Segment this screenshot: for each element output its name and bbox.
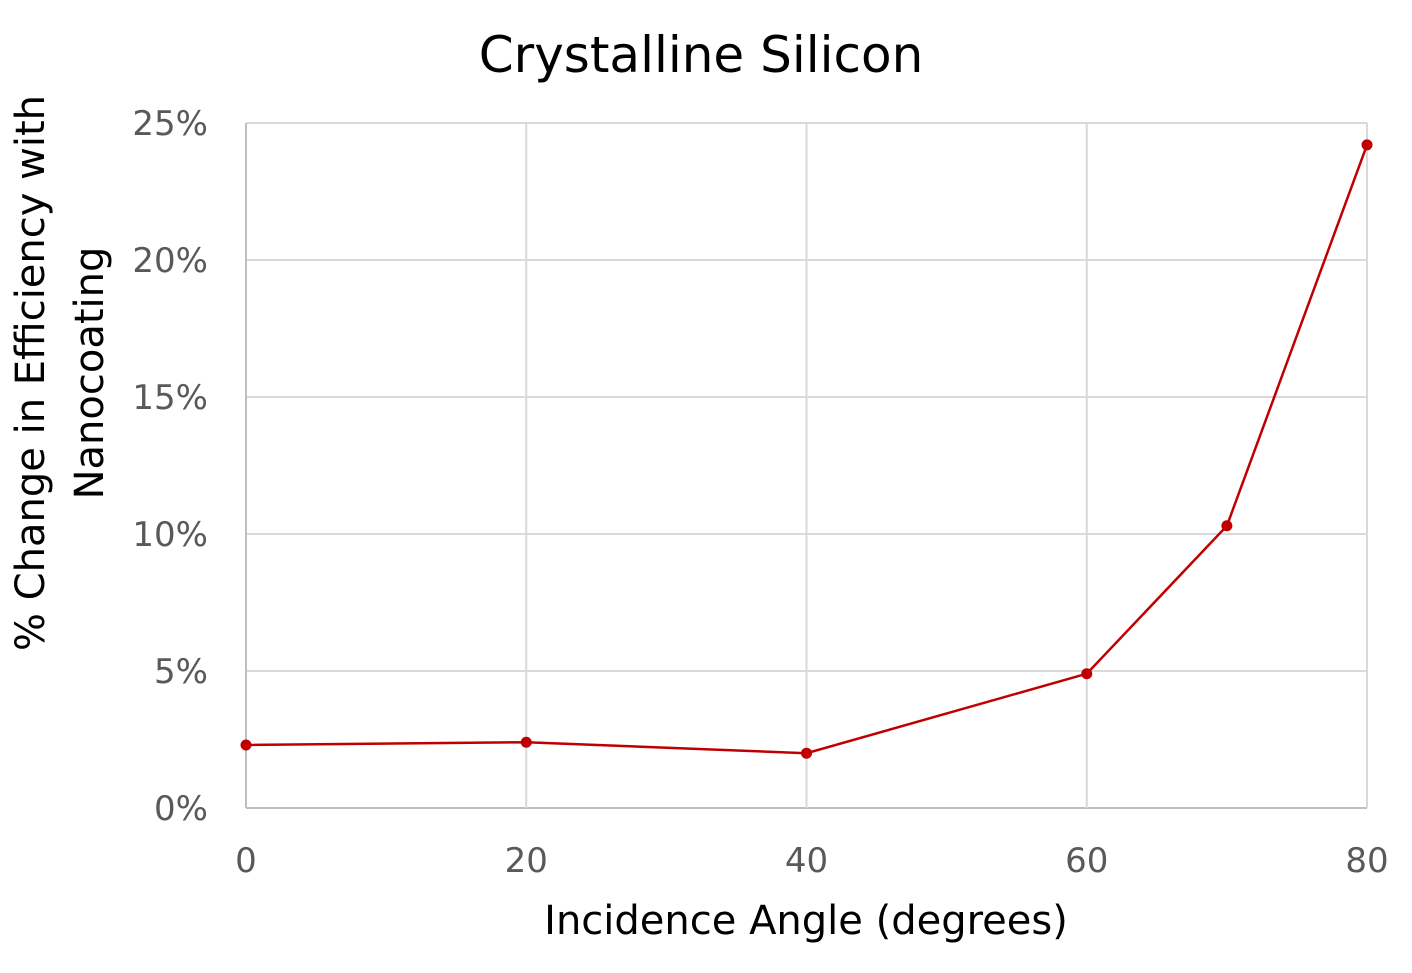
x-tick-label: 0 xyxy=(235,841,257,881)
data-point xyxy=(1361,139,1373,151)
y-tick-label: 15% xyxy=(132,378,208,418)
y-tick-labels: 0% 5% 10% 15% 20% 25% xyxy=(132,104,208,829)
y-axis-label-line1: % Change in Efficiency with xyxy=(8,95,54,651)
x-tick-label: 40 xyxy=(785,841,828,881)
x-tick-label: 60 xyxy=(1065,841,1108,881)
chart-title: Crystalline Silicon xyxy=(479,26,924,84)
series-group xyxy=(240,139,1373,759)
y-axis-label: % Change in Efficiency with Nanocoating xyxy=(8,95,113,651)
y-tick-label: 20% xyxy=(132,241,208,281)
data-point xyxy=(801,747,812,759)
data-point xyxy=(1081,668,1093,680)
data-point xyxy=(240,739,252,751)
data-point xyxy=(1221,520,1233,532)
x-tick-label: 20 xyxy=(505,841,548,881)
series-line xyxy=(245,144,1369,755)
y-tick-label: 25% xyxy=(132,104,208,144)
y-tick-label: 0% xyxy=(154,789,208,829)
y-tick-label: 10% xyxy=(132,515,208,555)
x-axis-label: Incidence Angle (degrees) xyxy=(544,898,1068,944)
x-tick-label: 80 xyxy=(1345,841,1388,881)
x-tick-labels: 0 20 40 60 80 xyxy=(235,841,1388,881)
y-axis-label-line2: Nanocoating xyxy=(67,247,113,500)
y-tick-label: 5% xyxy=(154,652,208,692)
grid xyxy=(245,122,1368,809)
data-point xyxy=(520,736,532,748)
